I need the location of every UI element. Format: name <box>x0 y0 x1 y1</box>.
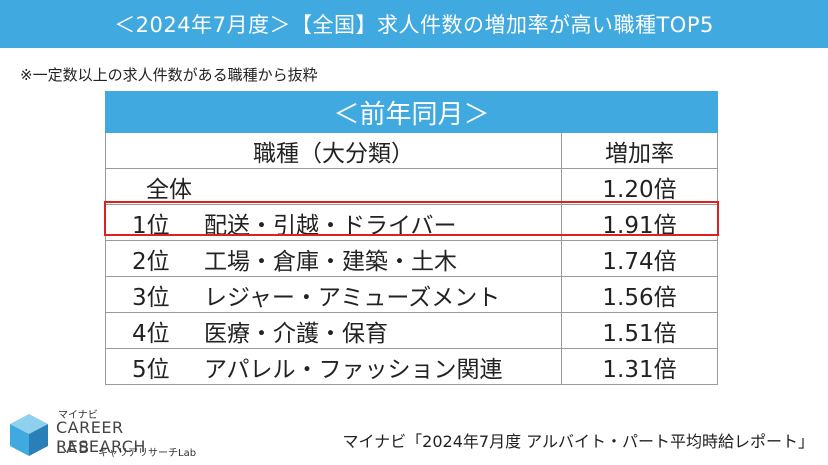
row-rank: 1位 <box>132 212 170 239</box>
period-header: ＜前年同月＞ <box>105 91 718 133</box>
row-category: 配送・引越・ドライバー <box>204 212 457 239</box>
page-title: ＜2024年7月度＞【全国】求人件数の増加率が高い職種TOP5 <box>114 13 714 37</box>
column-header-rate: 増加率 <box>561 132 718 169</box>
table-row: 5位 アパレル・ファッション関連 1.31倍 <box>105 348 718 385</box>
source-citation: マイナビ「2024年7月度 アルバイト・パート平均時給レポート」 <box>342 432 814 451</box>
note-text: ※一定数以上の求人件数がある職種から抜粋 <box>20 66 318 84</box>
table-row: 2位 工場・倉庫・建築・土木 1.74倍 <box>105 240 718 277</box>
career-research-lab-logo: マイナビ CAREER RESEARCH LAB キャリアリサーチLab <box>8 406 208 464</box>
row-category: レジャー・アミューズメント <box>204 284 501 311</box>
row-rank: 5位 <box>132 356 170 383</box>
row-rank: 3位 <box>132 284 170 311</box>
column-header-category: 職種（大分類） <box>105 132 562 169</box>
row-category: 全体 <box>146 176 192 203</box>
row-rate: 1.31倍 <box>561 348 718 385</box>
row-rank: 4位 <box>132 320 170 347</box>
logo-brand-sub: キャリアリサーチLab <box>98 448 197 459</box>
logo-brand-small: マイナビ <box>58 410 98 421</box>
row-rate: 1.74倍 <box>561 240 718 277</box>
logo-brand-lab: LAB <box>56 438 91 457</box>
row-category: 工場・倉庫・建築・土木 <box>204 248 457 275</box>
row-rank: 2位 <box>132 248 170 275</box>
row-rate: 1.56倍 <box>561 276 718 313</box>
row-category: アパレル・ファッション関連 <box>204 356 503 383</box>
row-rate: 1.51倍 <box>561 312 718 349</box>
row-category: 医療・介護・保育 <box>204 320 388 347</box>
title-banner: ＜2024年7月度＞【全国】求人件数の増加率が高い職種TOP5 <box>0 0 828 48</box>
cube-icon <box>10 414 48 456</box>
row-rate: 1.91倍 <box>561 204 718 241</box>
table-row: 全体 1.20倍 <box>105 168 718 205</box>
ranking-table: ＜前年同月＞ 職種（大分類） 増加率 全体 1.20倍 1位 配送・引越・ドライバ… <box>105 91 718 385</box>
table-row: 1位 配送・引越・ドライバー 1.91倍 <box>105 204 718 241</box>
table-row: 3位 レジャー・アミューズメント 1.56倍 <box>105 276 718 313</box>
table-row: 4位 医療・介護・保育 1.51倍 <box>105 312 718 349</box>
row-rate: 1.20倍 <box>561 168 718 205</box>
logo-brand-main: CAREER RESEARCH <box>56 418 146 456</box>
